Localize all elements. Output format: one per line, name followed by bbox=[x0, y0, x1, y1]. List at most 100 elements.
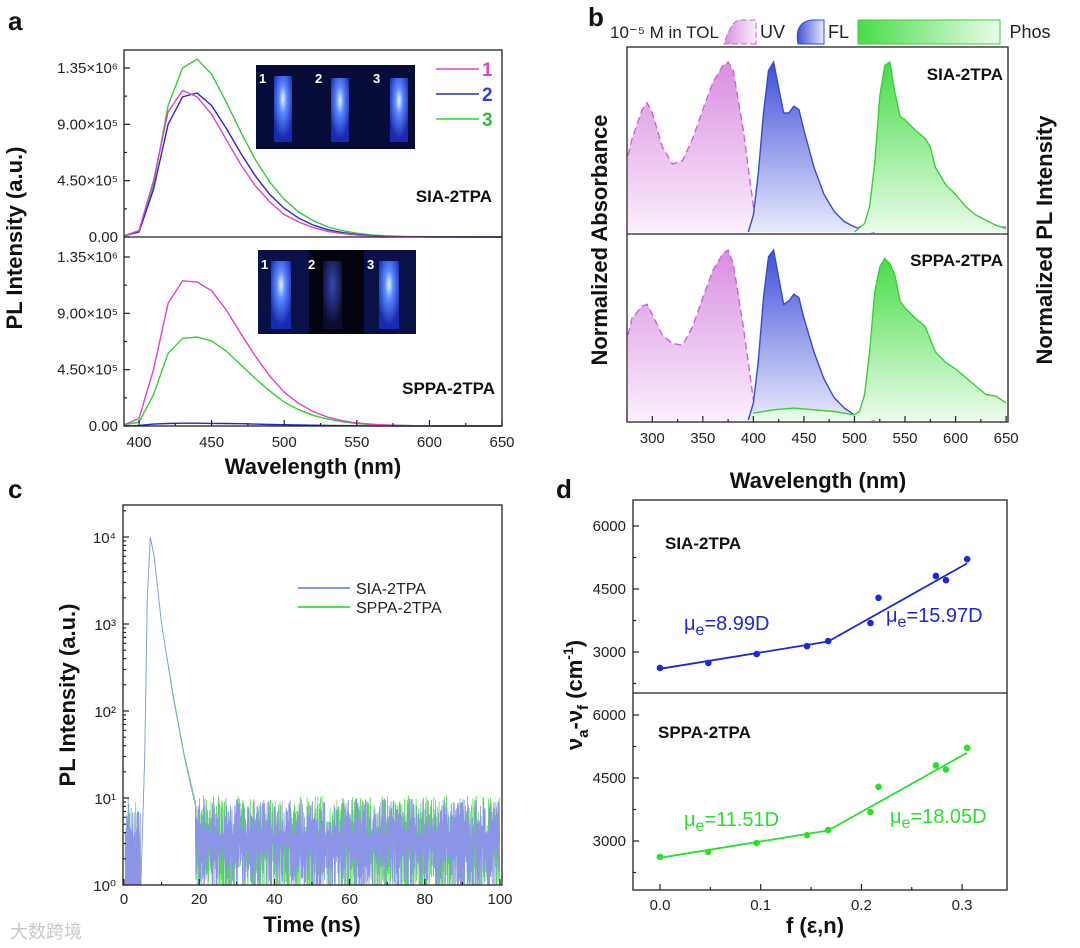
data-point bbox=[753, 650, 760, 658]
x-tick-label: 500 bbox=[272, 434, 297, 451]
panel-b-top-title: SIA-2TPA bbox=[927, 65, 1003, 84]
inset-label: 1 bbox=[259, 71, 266, 86]
data-point bbox=[803, 642, 811, 650]
fl-area bbox=[748, 62, 875, 232]
panel-b-bottom-title: SPPA-2TPA bbox=[910, 251, 1003, 270]
y-tick-label: 0.00 bbox=[89, 418, 118, 435]
legend-3: 3 bbox=[482, 110, 493, 131]
legend-sia: SIA-2TPA bbox=[356, 581, 426, 598]
y-tick-label: 4.50×10⁵ bbox=[57, 173, 118, 190]
data-point bbox=[942, 576, 950, 584]
legend-uv: UV bbox=[760, 22, 785, 42]
fit-line bbox=[827, 562, 968, 643]
y-tick-label: 4.50×10⁵ bbox=[57, 362, 118, 379]
panel-d-ylabel: νa-νf (cm-1) bbox=[560, 640, 592, 750]
x-tick-label: 450 bbox=[791, 430, 816, 447]
x-tick-label: 40 bbox=[266, 891, 283, 908]
panel-label-d: d bbox=[556, 474, 572, 504]
x-tick-label: 400 bbox=[127, 434, 152, 451]
data-point bbox=[867, 808, 874, 816]
data-point bbox=[656, 664, 664, 672]
panel-b-legend: UV FL Phos bbox=[723, 19, 1051, 45]
x-tick-label: 300 bbox=[640, 430, 665, 447]
data-point bbox=[942, 766, 950, 773]
series-1-line bbox=[124, 89, 503, 238]
legend-phos-swatch bbox=[857, 19, 1001, 45]
fit-label: μe=15.97D bbox=[886, 605, 983, 631]
data-point bbox=[824, 826, 832, 834]
data-point bbox=[824, 637, 832, 645]
cuvette-icon bbox=[271, 261, 291, 329]
x-tick-label: 0.1 bbox=[750, 897, 771, 914]
panel-c-xlabel: Time (ns) bbox=[263, 912, 360, 937]
x-tick-label: 0.0 bbox=[650, 897, 671, 914]
y-tick-label: 3000 bbox=[593, 833, 626, 850]
y-tick-label: 0.00 bbox=[89, 229, 118, 246]
fl-area bbox=[748, 250, 875, 420]
panel-d: 3000 4500 6000 3000 4500 6000 0.0 0.1 0.2 0.3 SIA… bbox=[560, 499, 1008, 938]
data-point bbox=[867, 619, 874, 627]
y-tick-label: 10¹ bbox=[94, 791, 116, 808]
fit-label: μe=18.05D bbox=[890, 806, 987, 832]
x-tick-label: 550 bbox=[893, 430, 918, 447]
data-point bbox=[963, 744, 971, 752]
inset-label: 2 bbox=[308, 257, 315, 272]
panel-b: 300 350 400 450 500 550 600 650 10⁻⁵ M in TOL U… bbox=[587, 19, 1057, 493]
y-tick-label: 10² bbox=[94, 704, 116, 721]
panel-label-a: a bbox=[8, 6, 23, 36]
inset-photo-top: 1 2 3 bbox=[256, 65, 415, 149]
data-point bbox=[753, 839, 760, 847]
panel-a: 0.00 4.50×10⁵ 9.00×10⁵ 1.35×10⁶ 0.00 4.50×10⁵… bbox=[2, 49, 515, 479]
y-tick-label: 6000 bbox=[593, 518, 626, 535]
cuvette-icon bbox=[323, 261, 342, 329]
data-point bbox=[932, 762, 940, 769]
phos-area bbox=[753, 258, 1007, 420]
y-tick-label: 9.00×10⁵ bbox=[57, 305, 118, 322]
fit-line bbox=[659, 640, 829, 670]
data-point bbox=[875, 783, 882, 791]
uv-area bbox=[628, 250, 1007, 420]
panel-b-xlabel: Wavelength (nm) bbox=[730, 468, 906, 493]
x-tick-label: 0 bbox=[120, 891, 128, 908]
cuvette-icon bbox=[274, 76, 292, 142]
cuvette-icon bbox=[390, 78, 408, 142]
panel-c-legend: SIA-2TPA SPPA-2TPA bbox=[298, 581, 442, 617]
x-tick-label: 400 bbox=[741, 430, 766, 447]
panel-d-xlabel: f (ε,n) bbox=[786, 913, 844, 938]
x-tick-label: 80 bbox=[416, 891, 433, 908]
series-sia-2tpa-line bbox=[140, 536, 501, 886]
panel-label-b: b bbox=[588, 2, 604, 32]
data-point bbox=[705, 848, 712, 856]
panel-a-frame bbox=[123, 49, 503, 427]
x-tick-label: 0.2 bbox=[851, 897, 872, 914]
y-tick-label: 10⁴ bbox=[93, 530, 116, 547]
fl-line bbox=[747, 248, 875, 421]
panel-d-bottom-title: SPPA-2TPA bbox=[658, 723, 751, 742]
data-point bbox=[963, 555, 971, 563]
legend-2: 2 bbox=[482, 85, 493, 106]
inset-label: 1 bbox=[261, 257, 268, 272]
series-1-line bbox=[124, 280, 503, 427]
panel-d-frame bbox=[632, 499, 1008, 891]
inset-label: 3 bbox=[373, 71, 380, 86]
x-tick-label: 350 bbox=[690, 430, 715, 447]
fit-line bbox=[659, 829, 829, 859]
panel-a-top-title: SIA-2TPA bbox=[416, 187, 492, 206]
data-point bbox=[705, 659, 712, 667]
data-point bbox=[803, 831, 811, 839]
panel-b-ylabel-right: Normalized PL Intensity bbox=[1032, 115, 1057, 365]
phos-line bbox=[854, 60, 1007, 233]
panel-a-legend: 1 2 3 bbox=[436, 60, 493, 131]
legend-1: 1 bbox=[482, 60, 493, 81]
fit-label: μe=8.99D bbox=[684, 613, 770, 639]
y-tick-label: 6000 bbox=[593, 707, 626, 724]
panel-c-ylabel: PL Intensity (a.u.) bbox=[55, 604, 80, 787]
y-tick-label: 9.00×10⁵ bbox=[57, 116, 118, 133]
inset-label: 3 bbox=[367, 257, 374, 272]
y-tick-label: 1.35×10⁶ bbox=[57, 60, 118, 77]
x-tick-label: 600 bbox=[417, 434, 442, 451]
panel-label-c: c bbox=[8, 474, 22, 504]
x-tick-label: 60 bbox=[341, 891, 358, 908]
y-tick-label: 3000 bbox=[593, 644, 626, 661]
